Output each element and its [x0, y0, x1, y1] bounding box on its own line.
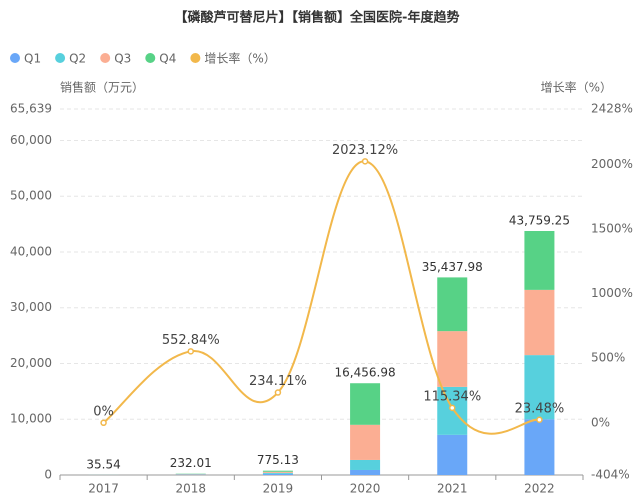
- total-label: 775.13: [257, 453, 299, 467]
- y2-tick-label: -404%: [591, 468, 630, 482]
- bar-segment: [524, 289, 555, 356]
- legend-label: Q2: [69, 52, 86, 66]
- growth-point: [449, 404, 456, 412]
- bar-segment: [437, 434, 468, 475]
- x-tick-label: 2018: [175, 482, 206, 496]
- x-tick-label: 2022: [524, 482, 555, 496]
- bar-segment: [262, 473, 293, 475]
- x-tick-label: 2019: [263, 482, 294, 496]
- growth-label: 0%: [93, 404, 114, 419]
- bar-segment: [350, 459, 381, 470]
- growth-point: [536, 416, 543, 424]
- bar-segment: [350, 424, 381, 460]
- growth-label: 23.48%: [515, 401, 565, 416]
- y-tick-label: 40,000: [10, 244, 52, 258]
- bar-segment: [262, 472, 293, 474]
- bar-segment: [262, 470, 293, 472]
- chart-title: 【磷酸芦可替尼片】【销售额】全国医院-年度趋势: [175, 10, 460, 26]
- y-tick-label: 0: [44, 468, 52, 482]
- bar-segment: [524, 231, 555, 290]
- y-axis-title: 销售额（万元）: [60, 80, 144, 95]
- legend-marker: [10, 53, 20, 63]
- total-label: 232.01: [170, 456, 212, 470]
- y2-tick-label: 2428%: [591, 102, 633, 116]
- y2-tick-label: 0%: [591, 415, 610, 429]
- y-tick-label: 10,000: [10, 412, 52, 426]
- growth-label: 115.34%: [423, 389, 481, 404]
- y2-tick-label: 1000%: [591, 286, 633, 300]
- legend-marker: [145, 53, 156, 63]
- bar-segment: [524, 355, 555, 420]
- legend-label: Q1: [24, 52, 41, 66]
- y2-tick-label: 2000%: [591, 157, 633, 171]
- growth-point: [187, 348, 194, 355]
- bar-segment: [437, 331, 468, 387]
- total-label: 43,759.25: [509, 214, 570, 228]
- y2-axis-title: 增长率（%）: [541, 80, 612, 95]
- y-tick-label: 60,000: [10, 133, 52, 147]
- legend-marker: [190, 53, 201, 63]
- growth-label: 552.84%: [162, 333, 220, 348]
- legend-label: Q3: [114, 52, 131, 66]
- y2-tick-label: 500%: [591, 351, 625, 365]
- y-tick-label: 30,000: [10, 300, 52, 314]
- total-label: 35,437.98: [422, 260, 483, 274]
- legend-marker: [55, 53, 66, 63]
- growth-label: 234.11%: [249, 374, 307, 389]
- growth-label: 2023.12%: [332, 143, 398, 158]
- bar-segment: [262, 471, 293, 473]
- y2-tick-label: 1500%: [591, 221, 633, 235]
- growth-point: [274, 389, 282, 396]
- legend-label: Q4: [159, 52, 176, 66]
- legend-marker: [100, 53, 111, 63]
- legend-label: 增长率（%）: [204, 51, 275, 66]
- x-tick-label: 2017: [88, 482, 119, 496]
- bar-segment: [350, 383, 381, 425]
- x-tick-label: 2020: [350, 482, 381, 496]
- y-tick-label: 65,639: [10, 102, 52, 116]
- y-tick-label: 50,000: [10, 189, 52, 203]
- growth-point: [361, 158, 369, 165]
- bar-segment: [524, 419, 555, 475]
- total-label: 35.54: [86, 457, 120, 471]
- bar-segment: [437, 277, 468, 332]
- bar-segment: [350, 469, 381, 475]
- x-tick-label: 2021: [437, 482, 468, 496]
- total-label: 16,456.98: [335, 366, 396, 380]
- y-tick-label: 20,000: [10, 356, 52, 370]
- growth-point: [100, 419, 107, 427]
